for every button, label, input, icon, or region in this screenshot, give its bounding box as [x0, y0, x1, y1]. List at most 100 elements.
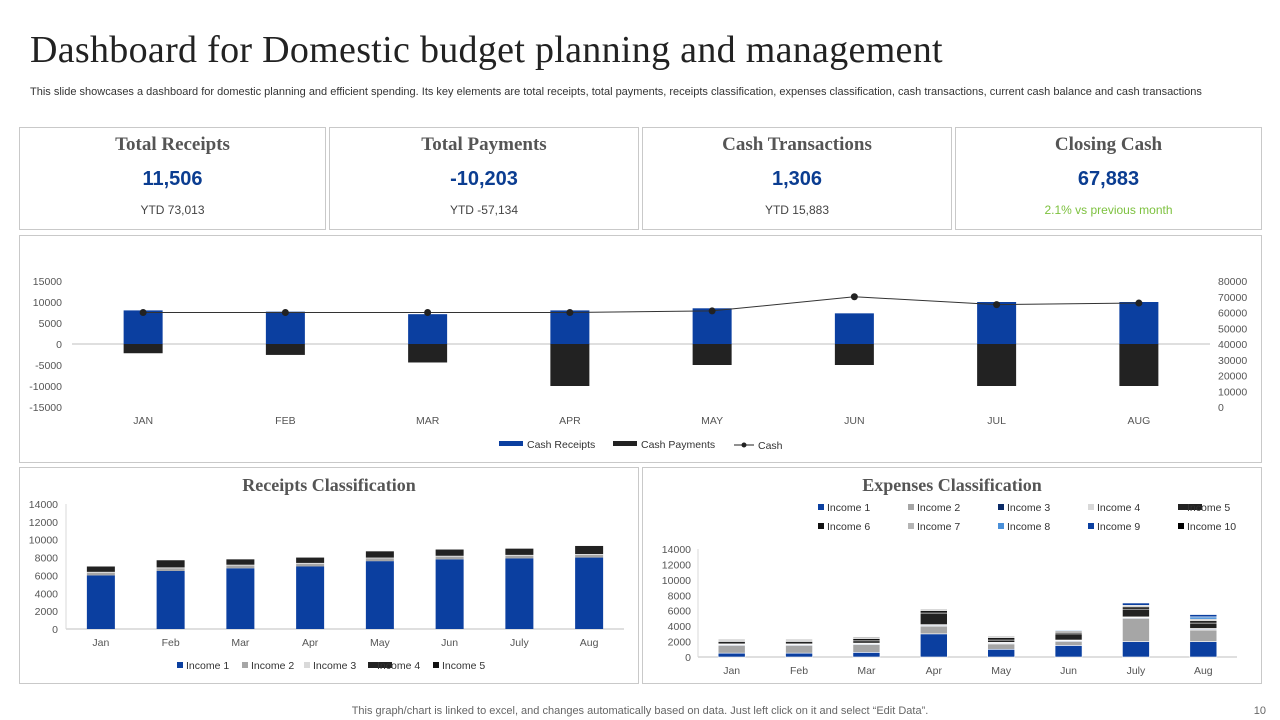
legend-expenses-item-label: Income 4 — [1097, 502, 1140, 514]
kpi-title: Total Payments — [421, 134, 547, 155]
legend-expenses-item-marker — [1088, 523, 1094, 529]
expenses-bar-segment — [1054, 633, 1083, 641]
legend-expenses-item-label: Income 1 — [827, 502, 870, 514]
y-axis-tick-label: 14000 — [662, 544, 691, 556]
expenses-bar-segment — [987, 643, 1015, 650]
expenses-bar-segment — [1054, 641, 1083, 646]
kpi-sub: 2.1% vs previous month — [1044, 203, 1173, 217]
kpi-title: Cash Transactions — [722, 134, 872, 155]
expenses-bar-segment — [1122, 641, 1150, 658]
receipts-classification-chart: 14000 12000 10000 8000 6000 4000 2000 0 Jan Feb Ma… — [29, 499, 624, 672]
cash-payments-bar — [834, 344, 874, 365]
expenses-bar-segment — [1189, 616, 1218, 620]
legend-expenses-item-label: Income 7 — [917, 521, 960, 533]
receipts-bar-segment — [86, 572, 115, 576]
receipts-chart-title: Receipts Classification — [242, 475, 416, 495]
kpi-title: Total Receipts — [115, 134, 230, 155]
expenses-bar-segment — [1189, 629, 1218, 642]
legend-receipts-item-label: Income 3 — [313, 660, 356, 672]
legend-receipts-item-marker — [433, 662, 439, 668]
y2-axis-tick-label: 40000 — [1218, 339, 1247, 351]
x-axis-tick-label: AUG — [1127, 415, 1150, 427]
receipts-bar-segment — [86, 575, 115, 629]
expenses-bar-segment — [1054, 645, 1083, 658]
receipts-bar-segment — [435, 556, 464, 560]
x-axis-tick-label: Jan — [723, 665, 740, 677]
receipts-bar-segment — [296, 563, 325, 567]
cash-receipts-bar — [1119, 302, 1159, 344]
expenses-bar-segment — [1122, 608, 1150, 618]
cash-line-point — [424, 309, 432, 316]
x-axis-tick-label: MAR — [416, 415, 440, 427]
y-axis-tick-label: 10000 — [29, 535, 58, 547]
y2-axis-tick-label: 80000 — [1218, 276, 1247, 288]
y-axis-tick-label: 6000 — [35, 570, 59, 582]
receipts-bar-segment — [435, 549, 464, 556]
kpi-value: 1,306 — [771, 168, 823, 190]
x-axis-tick-label: Jun — [441, 637, 458, 649]
receipts-bar-segment — [365, 558, 394, 562]
legend-expenses-item-label: Income 10 — [1187, 521, 1236, 533]
y-axis-tick-label: 8000 — [35, 553, 59, 565]
x-axis-tick-label: JAN — [133, 415, 153, 427]
legend-expenses-item-label: Income 9 — [1097, 521, 1140, 533]
kpi-sub: YTD 15,883 — [764, 203, 830, 217]
receipts-bar-segment — [226, 559, 255, 565]
y-axis-tick-label: -5000 — [35, 360, 62, 372]
receipts-bar-segment — [296, 562, 325, 564]
legend-expenses-item-marker — [818, 523, 824, 529]
x-axis-tick-label: Apr — [926, 665, 943, 677]
receipts-bar-segment — [156, 567, 185, 569]
y-axis-tick-label: 15000 — [33, 276, 62, 288]
expenses-classification-panel: Expenses Classification 14000 12000 10000 8… — [642, 467, 1262, 684]
expenses-bar-segment — [1122, 606, 1150, 610]
legend-receipts-item-marker — [368, 662, 392, 668]
expenses-bar-segment — [1189, 641, 1218, 658]
legend-expenses-item-marker — [1088, 504, 1094, 510]
expenses-bar-segment — [987, 639, 1015, 643]
receipts-bar-segment — [575, 557, 604, 629]
expenses-chart-title: Expenses Classification — [862, 475, 1042, 495]
y-axis-tick-label: 4000 — [668, 621, 692, 633]
receipts-bar-segment — [365, 551, 394, 558]
y2-axis-tick-label: 20000 — [1218, 371, 1247, 383]
y-axis-tick-label: 4000 — [35, 588, 59, 600]
legend-cash-payments-marker — [613, 441, 637, 446]
y2-axis-tick-label: 70000 — [1218, 292, 1247, 304]
cash-receipts-bar — [977, 302, 1017, 344]
y-axis-tick-label: 12000 — [29, 517, 58, 529]
y-axis-tick-label: 2000 — [668, 637, 692, 649]
receipts-bar-segment — [226, 565, 255, 569]
y-axis-tick-label: 10000 — [33, 297, 62, 309]
cash-payments-bar — [550, 344, 590, 386]
page-title: Dashboard for Domestic budget planning a… — [30, 29, 943, 71]
page-subtitle: This slide showcases a dashboard for dom… — [30, 86, 1202, 98]
legend-expenses-item-marker — [998, 504, 1004, 510]
legend-expenses-item-marker — [1178, 523, 1184, 529]
expenses-bar-segment — [852, 652, 881, 658]
receipts-bar-segment — [156, 568, 185, 571]
legend-receipts-item-label: Income 1 — [186, 660, 229, 672]
receipts-bar-segment — [435, 559, 464, 629]
expenses-bar-segment — [920, 625, 948, 635]
y2-axis-tick-label: 0 — [1218, 402, 1224, 414]
cash-receipts-bar — [265, 311, 305, 344]
legend-expenses-item-label: Income 3 — [1007, 502, 1050, 514]
legend-receipts-item-marker — [242, 662, 248, 668]
y2-axis-tick-label: 30000 — [1218, 355, 1247, 367]
page-number: 10 — [1253, 705, 1266, 717]
expenses-bar-segment — [1054, 629, 1083, 632]
expenses-bar-segment — [1122, 618, 1150, 642]
x-axis-tick-label: Mar — [231, 637, 250, 649]
x-axis-tick-label: Aug — [1194, 665, 1213, 677]
y-axis-tick-label: 0 — [56, 339, 62, 351]
y2-axis-tick-label: 50000 — [1218, 323, 1247, 335]
cash-flow-panel: 15000 10000 5000 0 -5000 -10000 -15000 80000 700… — [19, 235, 1262, 463]
expenses-bar-segment — [920, 610, 948, 614]
x-axis-tick-label: Mar — [857, 665, 876, 677]
kpi-title: Closing Cash — [1054, 134, 1163, 155]
legend-expenses-item-label: Income 6 — [827, 521, 870, 533]
legend-receipts-item-label: Income 4 — [377, 660, 420, 672]
cash-payments-bar — [265, 344, 305, 355]
receipts-bar-segment — [296, 557, 325, 563]
